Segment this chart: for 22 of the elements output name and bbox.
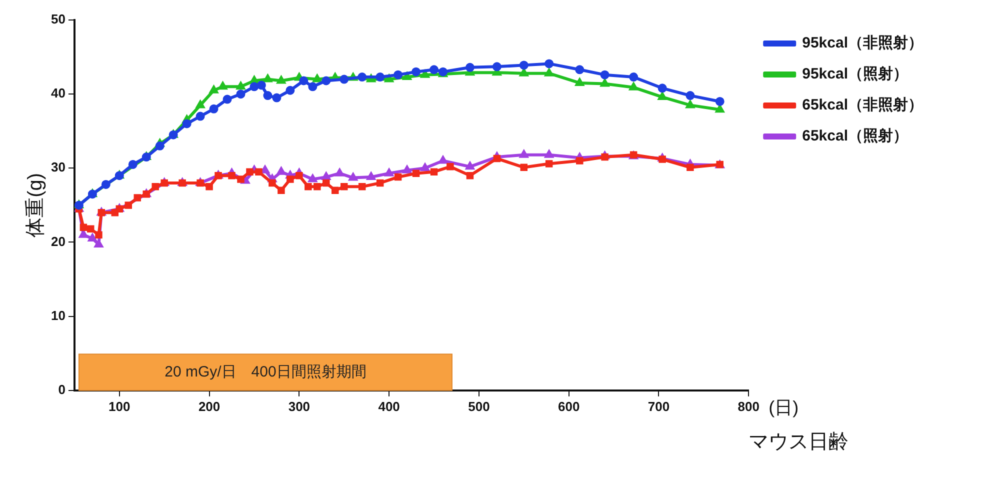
legend-label: 95kcal（非照射）	[802, 34, 938, 52]
x-tick-label: 600	[558, 398, 580, 414]
x-tick-label: 800	[738, 398, 760, 414]
y-tick-label: 40	[50, 86, 66, 101]
y-tick-label: 30	[50, 160, 66, 175]
text: (日)	[768, 397, 799, 418]
x-tick-label: 500	[468, 398, 490, 414]
x-tick-label: 400	[378, 398, 400, 414]
band-label: 20 mGy/日 400日間照射期間	[164, 363, 366, 380]
x-axis-title: マウス日齢	[748, 430, 849, 453]
y-tick-label: 10	[50, 308, 66, 323]
legend-label: 65kcal（非照射）	[802, 96, 938, 114]
y-tick-label: 50	[50, 12, 66, 27]
legend-label: 95kcal（照射）	[802, 66, 924, 83]
legend-label: 65kcal（照射）	[802, 128, 924, 145]
x-tick-label: 100	[108, 398, 130, 414]
x-tick-label: 700	[648, 398, 670, 414]
y-axis-title: 体重(g)	[24, 172, 47, 238]
y-tick-label: 20	[50, 234, 66, 249]
y-tick-label: 0	[58, 382, 66, 397]
x-tick-label: 200	[198, 398, 220, 414]
x-tick-label: 300	[288, 398, 310, 414]
